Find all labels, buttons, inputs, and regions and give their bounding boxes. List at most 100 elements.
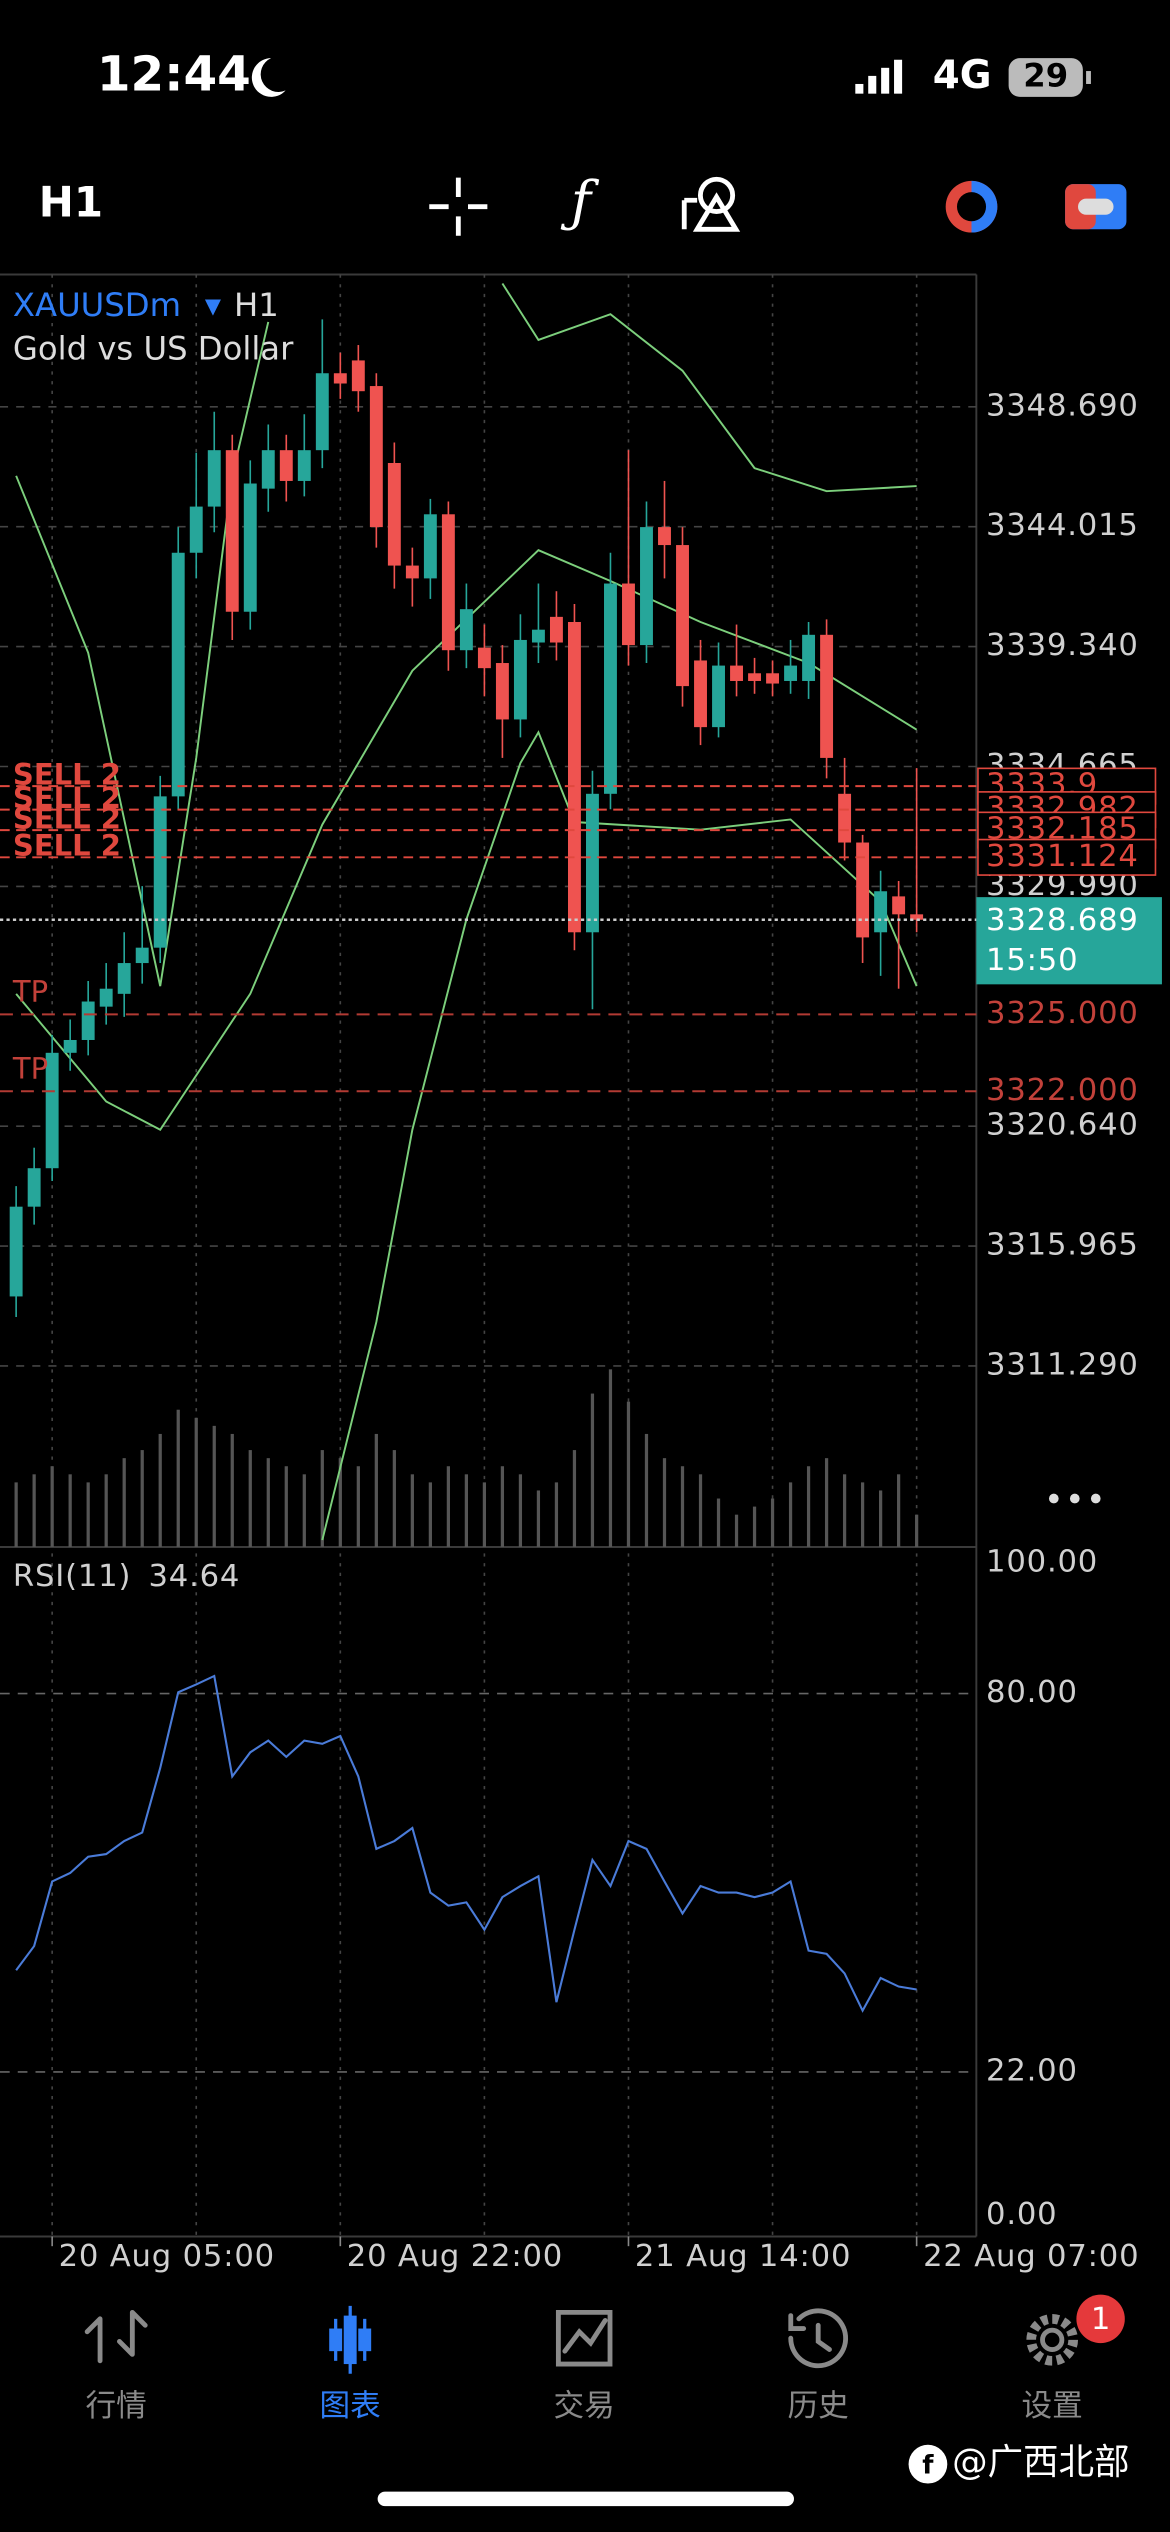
battery-level: 29 — [1023, 57, 1068, 95]
volume-bar — [284, 1466, 288, 1547]
home-indicator — [377, 2491, 794, 2507]
candle-body — [640, 527, 653, 646]
rsi-tick-label: 80.00 — [986, 1675, 1078, 1710]
crosshair-button[interactable] — [429, 177, 488, 236]
volume-bar — [500, 1466, 505, 1547]
volume-bar — [590, 1393, 595, 1547]
candle-body — [279, 450, 293, 481]
volume-bar — [716, 1498, 721, 1547]
nav-icon — [84, 2309, 148, 2364]
rsi-title: RSI(11) — [13, 1559, 131, 1594]
nav-item[interactable]: 交易 — [554, 2309, 615, 2424]
symbol[interactable]: XAUUSDm — [13, 286, 181, 324]
candle-body — [243, 483, 257, 612]
candle-body — [874, 891, 888, 933]
volume-bar — [842, 1474, 847, 1547]
volume-bar — [770, 1498, 775, 1547]
nav-icon — [358, 2328, 372, 2352]
candle-body — [586, 793, 599, 933]
bollinger-band — [321, 730, 918, 1541]
volume-bar — [626, 1401, 631, 1547]
volume-bar — [608, 1369, 613, 1547]
rsi-tick-label: 0.00 — [986, 2197, 1057, 2232]
candle-body — [567, 621, 581, 933]
rsi-line — [15, 1674, 917, 2013]
candle-body — [171, 552, 185, 797]
objects-button[interactable] — [681, 176, 741, 232]
panel-frame — [0, 273, 978, 2238]
nav-label: 交易 — [554, 2389, 615, 2424]
timeframe-button[interactable]: H1 — [39, 178, 103, 227]
order-price-box — [977, 838, 1157, 876]
price-tick-label: 3315.965 — [986, 1228, 1139, 1263]
volume-bar — [554, 1482, 559, 1547]
rsi-tick-label: 100.00 — [986, 1545, 1098, 1580]
time-tick-label: 22 Aug 07:00 — [923, 2239, 1139, 2274]
candle-body — [604, 583, 617, 794]
candle-body — [117, 963, 131, 994]
volume-bar — [752, 1506, 757, 1547]
price-tick-label: 3311.290 — [986, 1347, 1139, 1382]
nav-label: 图表 — [320, 2389, 381, 2424]
candle-body — [477, 647, 491, 669]
volume-bar — [374, 1433, 378, 1547]
candle-body — [261, 450, 275, 489]
nav-icon — [343, 2315, 357, 2365]
volume-bar — [644, 1433, 649, 1547]
candle-body — [9, 1206, 23, 1297]
nav-label: 行情 — [86, 2389, 147, 2424]
volume-bar — [536, 1490, 541, 1547]
volume-bar — [662, 1458, 667, 1547]
candle-body — [658, 527, 671, 546]
rsi-tick-label: 22.00 — [986, 2053, 1078, 2088]
volume-bar — [518, 1474, 523, 1547]
more-button[interactable] — [1048, 1493, 1101, 1504]
candle-body — [820, 634, 834, 758]
candle-body — [784, 665, 798, 681]
price-tick-label: 3320.640 — [986, 1108, 1139, 1143]
volume-bar — [32, 1474, 36, 1547]
volume-bar — [392, 1450, 396, 1547]
volume-bar — [212, 1425, 216, 1547]
candle-body — [207, 450, 221, 507]
nav-item[interactable]: 行情 — [84, 2309, 148, 2424]
nav-item[interactable]: 图表 — [320, 2305, 381, 2424]
volume-bar — [50, 1466, 54, 1547]
candle-body — [838, 793, 852, 843]
candle-body — [297, 450, 311, 481]
one-click-button[interactable] — [945, 180, 998, 233]
candle-body — [153, 796, 167, 948]
current-price-label: 3328.689 — [986, 903, 1139, 938]
candle-body — [766, 673, 780, 684]
nav-icon — [1026, 2314, 1079, 2366]
battery-tip — [1086, 71, 1091, 84]
network: 4G — [933, 53, 992, 98]
signal-icon — [855, 59, 903, 94]
volume-bar — [464, 1474, 468, 1547]
candle-body — [63, 1039, 77, 1053]
candle-body — [531, 629, 545, 643]
candle-body — [549, 616, 563, 643]
candle-body — [315, 373, 329, 451]
nav-item[interactable]: 历史 — [788, 2308, 849, 2424]
tp-price-label: 3322.000 — [986, 1073, 1139, 1108]
order-label: SELL 2 — [13, 781, 121, 815]
volume-bar — [266, 1458, 270, 1547]
volume-bar — [915, 1514, 919, 1547]
chart-timeframe: H1 — [234, 286, 279, 324]
volume-bar — [320, 1450, 324, 1547]
symbol-dropdown[interactable]: ▼ — [205, 294, 222, 318]
volume-bar — [572, 1450, 577, 1547]
volume-bar — [140, 1450, 144, 1547]
candle-body — [856, 842, 870, 938]
trade-button[interactable] — [1065, 184, 1127, 230]
volume-bar — [879, 1490, 883, 1547]
volume-bar — [860, 1482, 865, 1547]
volume-bar — [734, 1514, 739, 1547]
volume-bar — [824, 1458, 829, 1547]
volume-bar — [230, 1433, 234, 1547]
tp-label: TP — [12, 974, 48, 1008]
nav-item[interactable]: 设置 — [1022, 2314, 1083, 2424]
volume-bar — [482, 1482, 487, 1547]
volume-bar — [897, 1474, 901, 1547]
